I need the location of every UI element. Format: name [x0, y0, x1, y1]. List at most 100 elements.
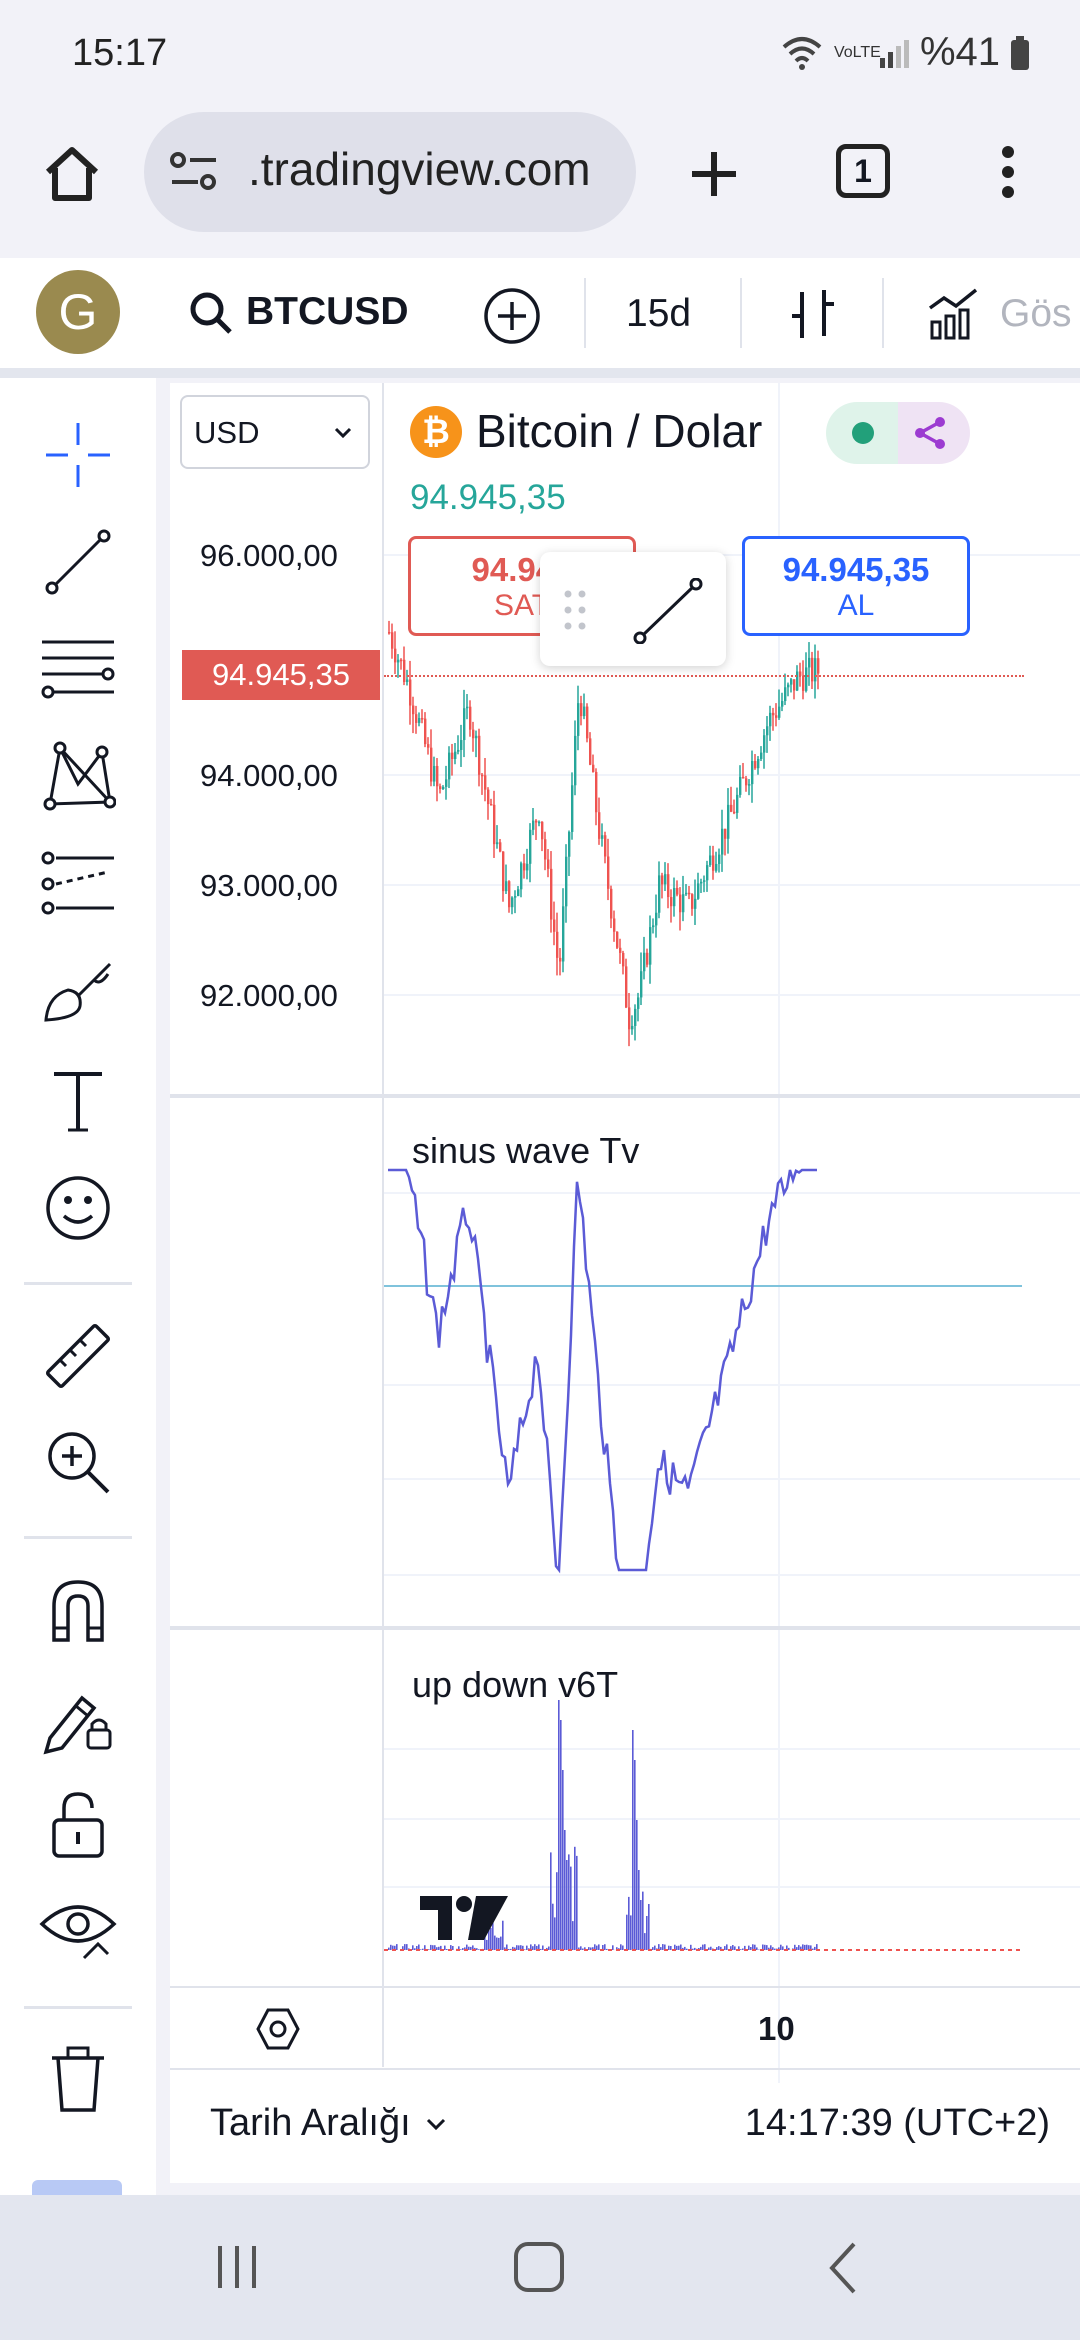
histogram-bar — [540, 1948, 542, 1950]
candle-body — [397, 659, 400, 663]
histogram-bar — [550, 1852, 552, 1950]
histogram-bar — [674, 1944, 676, 1950]
zoom-tool[interactable] — [28, 1420, 128, 1504]
measure-tool[interactable] — [28, 1314, 128, 1398]
histogram-bar — [770, 1945, 772, 1950]
candle-body — [544, 839, 547, 860]
candle-body — [712, 855, 715, 871]
candle-body — [811, 657, 814, 682]
clock-timezone[interactable]: 14:17:39 (UTC+2) — [744, 2102, 1050, 2144]
pane-separator[interactable] — [170, 1094, 1080, 1098]
histogram-bar — [530, 1944, 532, 1950]
tradingview-logo[interactable] — [418, 1894, 510, 1942]
date-range-button[interactable]: Tarih Aralığı — [210, 2102, 447, 2145]
candle-body — [445, 779, 448, 787]
candle-body — [469, 706, 472, 730]
histogram-bar — [748, 1945, 750, 1950]
back-icon[interactable] — [826, 2240, 860, 2296]
url-text[interactable]: .tradingview.com — [248, 143, 591, 195]
address-bar[interactable] — [144, 112, 636, 232]
ruler-icon — [45, 1323, 111, 1389]
site-settings-icon[interactable] — [168, 150, 220, 194]
histogram-bar — [538, 1944, 540, 1950]
histogram-bar — [574, 1846, 576, 1950]
emoji-tool[interactable] — [28, 1166, 128, 1250]
horizontal-lines-tool[interactable] — [28, 626, 128, 710]
candle-body — [682, 894, 685, 913]
histogram-bar — [500, 1936, 502, 1950]
text-tool[interactable] — [28, 1058, 128, 1142]
lock-drawings-tool[interactable] — [28, 1676, 128, 1760]
bitcoin-icon: ₿ — [410, 406, 462, 458]
histogram-bar — [516, 1945, 518, 1950]
candle-body — [523, 863, 526, 871]
brush-tool[interactable] — [28, 950, 128, 1034]
histogram-bar — [512, 1946, 514, 1950]
visibility-tool[interactable] — [28, 1888, 128, 1972]
histogram-bar — [636, 1820, 638, 1950]
indicator-title[interactable]: up down v6T — [412, 1664, 619, 1705]
up-down-histogram[interactable] — [384, 1660, 1080, 1960]
crosshair-tool[interactable] — [28, 413, 128, 497]
market-status-pill[interactable] — [826, 402, 970, 464]
more-menu-icon[interactable] — [996, 142, 1020, 202]
pattern-tool[interactable] — [28, 734, 128, 818]
bar-style-icon[interactable] — [786, 286, 840, 344]
indicators-label[interactable]: Gös — [1000, 292, 1072, 335]
candle-body — [673, 887, 676, 907]
compare-add-icon[interactable] — [482, 286, 542, 346]
xabcd-pattern-icon — [43, 741, 116, 811]
histogram-bar — [414, 1948, 416, 1950]
home-nav-icon[interactable] — [512, 2240, 566, 2294]
histogram-bar — [484, 1931, 486, 1950]
search-icon[interactable] — [188, 290, 234, 336]
lock-tool[interactable] — [28, 1782, 128, 1866]
candle-body — [406, 679, 409, 682]
histogram-bar — [494, 1935, 496, 1950]
new-tab-icon[interactable] — [688, 148, 740, 200]
trend-line-icon[interactable] — [632, 578, 704, 644]
candle-body — [403, 659, 406, 682]
indicator-title[interactable]: sinus wave Tv — [412, 1130, 640, 1171]
interval-button[interactable]: 15d — [626, 292, 692, 335]
histogram-bar — [436, 1947, 438, 1950]
sinus-wave-line[interactable] — [384, 1100, 1080, 1626]
zoom-in-icon — [48, 1432, 110, 1494]
trend-line-tool[interactable] — [28, 520, 128, 604]
axis-separator — [382, 383, 384, 2067]
pane-separator[interactable] — [170, 1626, 1080, 1630]
buy-button[interactable]: 94.945,35 AL — [742, 536, 970, 636]
candle-body — [640, 971, 643, 998]
tab-count-button[interactable]: 1 — [836, 144, 890, 198]
histogram-bar — [464, 1947, 466, 1950]
settings-icon[interactable] — [254, 2006, 302, 2052]
magnet-tool[interactable] — [28, 1568, 128, 1652]
recent-apps-icon[interactable] — [212, 2242, 262, 2292]
symbol-title[interactable]: Bitcoin / Dolar — [476, 405, 763, 457]
histogram-bar — [424, 1945, 426, 1950]
candle-body — [415, 714, 418, 723]
toolbar-divider — [584, 278, 586, 348]
candlestick-chart[interactable] — [384, 383, 1080, 1093]
candle-body — [526, 863, 529, 871]
candle-body — [664, 874, 667, 885]
symbol-search[interactable]: BTCUSD — [246, 290, 409, 333]
candle-body — [763, 735, 766, 753]
histogram-bar — [564, 1830, 566, 1950]
delete-tool[interactable] — [28, 2038, 128, 2122]
avatar[interactable]: G — [36, 270, 120, 354]
drag-handle-icon[interactable] — [560, 588, 590, 632]
candle-body — [646, 952, 649, 965]
indicators-icon[interactable] — [926, 284, 982, 342]
candle-body — [409, 679, 412, 706]
candle-body — [688, 892, 691, 895]
histogram-bar — [676, 1945, 678, 1950]
histogram-bar — [750, 1947, 752, 1950]
forecast-tool[interactable] — [28, 842, 128, 926]
candle-body — [817, 658, 820, 674]
histogram-bar — [726, 1944, 728, 1950]
home-icon[interactable] — [42, 144, 102, 204]
floating-drawing-toolbar[interactable] — [540, 552, 726, 666]
chart-toolbar — [0, 258, 1080, 378]
currency-select[interactable]: USD — [180, 395, 370, 469]
